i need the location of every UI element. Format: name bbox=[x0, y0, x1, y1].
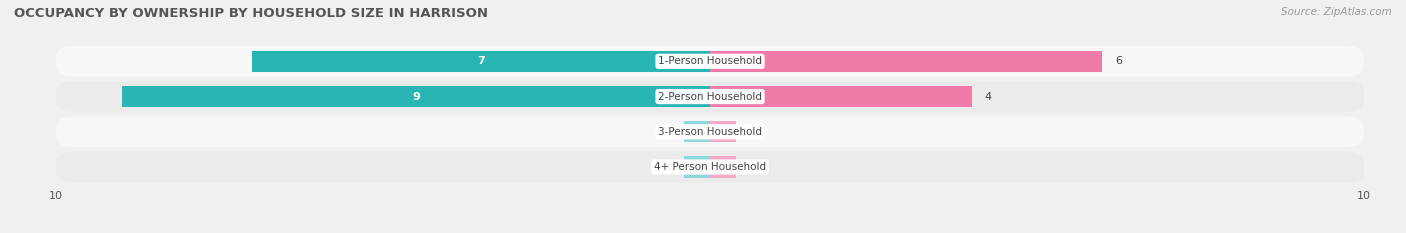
Text: 7: 7 bbox=[477, 56, 485, 66]
Text: 6: 6 bbox=[1115, 56, 1122, 66]
Text: 4+ Person Household: 4+ Person Household bbox=[654, 162, 766, 172]
Text: 0: 0 bbox=[666, 162, 673, 172]
Text: 3-Person Household: 3-Person Household bbox=[658, 127, 762, 137]
FancyBboxPatch shape bbox=[56, 81, 1364, 112]
Bar bbox=[710, 156, 737, 178]
FancyBboxPatch shape bbox=[56, 116, 1364, 147]
Bar bbox=[710, 86, 972, 107]
Bar bbox=[683, 156, 710, 178]
Text: 1-Person Household: 1-Person Household bbox=[658, 56, 762, 66]
Text: 0: 0 bbox=[666, 127, 673, 137]
Bar bbox=[121, 86, 710, 107]
Text: 4: 4 bbox=[984, 92, 991, 102]
Text: 9: 9 bbox=[412, 92, 420, 102]
FancyBboxPatch shape bbox=[56, 46, 1364, 77]
Text: 0: 0 bbox=[747, 127, 754, 137]
Bar bbox=[683, 121, 710, 142]
Bar bbox=[252, 51, 710, 72]
Text: 2-Person Household: 2-Person Household bbox=[658, 92, 762, 102]
FancyBboxPatch shape bbox=[56, 151, 1364, 182]
Bar bbox=[710, 51, 1102, 72]
Text: 0: 0 bbox=[747, 162, 754, 172]
Bar bbox=[710, 121, 737, 142]
Text: OCCUPANCY BY OWNERSHIP BY HOUSEHOLD SIZE IN HARRISON: OCCUPANCY BY OWNERSHIP BY HOUSEHOLD SIZE… bbox=[14, 7, 488, 20]
Text: Source: ZipAtlas.com: Source: ZipAtlas.com bbox=[1281, 7, 1392, 17]
